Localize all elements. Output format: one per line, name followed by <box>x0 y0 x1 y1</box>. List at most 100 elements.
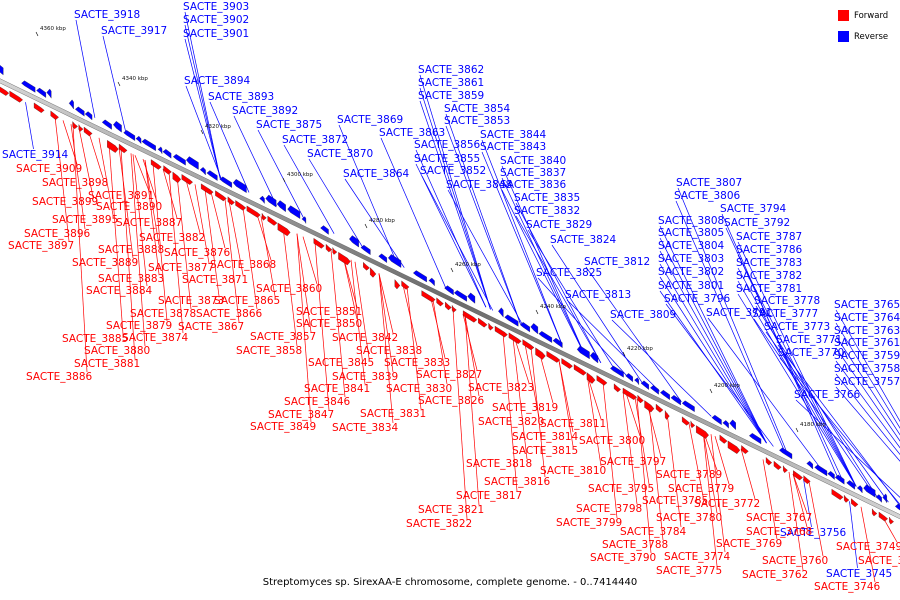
gene-label[interactable]: SACTE_3783 <box>736 257 802 269</box>
gene-label[interactable]: SACTE_3896 <box>24 228 91 240</box>
gene-label[interactable]: SACTE_3862 <box>418 64 484 76</box>
forward-gene-arrow-58[interactable] <box>773 460 782 470</box>
gene-label[interactable]: SACTE_3868 <box>210 259 276 271</box>
gene-label[interactable]: SACTE_3749 <box>836 541 900 553</box>
gene-label[interactable]: SACTE_3873 <box>158 295 224 307</box>
gene-label[interactable]: SACTE_3856 <box>414 139 481 151</box>
gene-label[interactable]: SACTE_3765 <box>834 299 900 311</box>
reverse-gene-arrow-24[interactable] <box>301 216 307 224</box>
gene-label[interactable]: SACTE_3841 <box>304 383 370 395</box>
gene-label[interactable]: SACTE_3903 <box>183 1 249 13</box>
gene-label[interactable]: SACTE_3844 <box>480 129 547 141</box>
reverse-gene-arrow-63[interactable] <box>875 494 882 503</box>
gene-label[interactable]: SACTE_3800 <box>579 435 645 447</box>
gene-label[interactable]: SACTE_3764 <box>834 312 900 324</box>
gene-label[interactable]: SACTE_3848 <box>446 179 512 191</box>
forward-gene-arrow-22[interactable] <box>325 243 333 253</box>
gene-label[interactable]: SACTE_3857 <box>250 331 316 343</box>
gene-label[interactable]: SACTE_3812 <box>584 256 650 268</box>
forward-gene-arrow-9[interactable] <box>150 159 162 170</box>
gene-label[interactable]: SACTE_3817 <box>456 490 522 502</box>
reverse-gene-arrow-49[interactable] <box>670 395 681 406</box>
gene-label[interactable]: SACTE_3899 <box>32 196 98 208</box>
gene-label[interactable]: SACTE_3756 <box>780 527 847 539</box>
reverse-gene-arrow-5[interactable] <box>75 106 85 117</box>
forward-gene-arrow-25[interactable] <box>363 261 370 271</box>
gene-label[interactable]: SACTE_3887 <box>116 217 182 229</box>
reverse-gene-arrow-28[interactable] <box>378 253 387 263</box>
gene-label[interactable]: SACTE_3847 <box>268 409 334 421</box>
gene-label[interactable]: SACTE_3823 <box>468 382 534 394</box>
gene-label[interactable]: SACTE_3762 <box>742 569 808 581</box>
reverse-gene-arrow-40[interactable] <box>552 337 563 349</box>
reverse-gene-arrow-46[interactable] <box>640 380 649 390</box>
gene-label[interactable]: SACTE_3870 <box>307 148 373 160</box>
reverse-gene-arrow-14[interactable] <box>172 154 186 166</box>
reverse-gene-arrow-48[interactable] <box>660 389 670 401</box>
gene-label[interactable]: SACTE_3835 <box>514 192 580 204</box>
forward-gene-arrow-52[interactable] <box>690 420 696 429</box>
forward-gene-arrow-31[interactable] <box>445 301 452 311</box>
forward-gene-arrow-60[interactable] <box>793 470 803 481</box>
reverse-gene-arrow-30[interactable] <box>412 270 427 283</box>
gene-label[interactable]: SACTE_3770 <box>778 347 844 359</box>
reverse-gene-arrow-43[interactable] <box>610 365 624 378</box>
reverse-gene-arrow-17[interactable] <box>206 170 218 181</box>
gene-label[interactable]: SACTE_3918 <box>74 9 140 21</box>
gene-label[interactable]: SACTE_3826 <box>418 395 485 407</box>
gene-label[interactable]: SACTE_3799 <box>556 517 622 529</box>
gene-label[interactable]: SACTE_3745 <box>826 568 892 580</box>
reverse-gene-arrow-57[interactable] <box>814 464 828 477</box>
forward-gene-arrow-62[interactable] <box>831 488 844 500</box>
forward-gene-arrow-7[interactable] <box>107 140 119 153</box>
gene-label[interactable]: SACTE_3784 <box>620 526 687 538</box>
gene-label[interactable]: SACTE_3850 <box>296 318 362 330</box>
gene-label[interactable]: SACTE_3804 <box>658 240 725 252</box>
reverse-gene-arrow-32[interactable] <box>444 285 454 296</box>
gene-label[interactable]: SACTE_3791 <box>706 307 772 319</box>
gene-label[interactable]: SACTE_3866 <box>196 308 263 320</box>
gene-label[interactable]: SACTE_3853 <box>444 115 510 127</box>
gene-label[interactable]: SACTE_3859 <box>418 90 484 102</box>
gene-label[interactable]: SACTE_3837 <box>500 167 566 179</box>
forward-gene-arrow-20[interactable] <box>277 222 291 237</box>
reverse-gene-arrow-64[interactable] <box>882 493 887 504</box>
gene-label[interactable]: SACTE_3794 <box>720 203 787 215</box>
forward-gene-arrow-63[interactable] <box>844 494 850 503</box>
gene-label[interactable]: SACTE_3814 <box>512 431 579 443</box>
reverse-gene-arrow-37[interactable] <box>519 322 530 333</box>
reverse-gene-arrow-10[interactable] <box>135 135 142 145</box>
gene-label[interactable]: SACTE_3894 <box>184 75 251 87</box>
gene-label[interactable]: SACTE_3746 <box>814 581 881 593</box>
reverse-gene-arrow-39[interactable] <box>538 331 553 343</box>
reverse-gene-arrow-8[interactable] <box>113 121 122 133</box>
gene-label[interactable]: SACTE_3802 <box>658 266 724 278</box>
forward-gene-arrow-37[interactable] <box>508 332 522 344</box>
reverse-gene-arrow-15[interactable] <box>186 156 199 170</box>
gene-label[interactable]: SACTE_3892 <box>232 105 298 117</box>
gene-label[interactable]: SACTE_3761 <box>834 337 900 349</box>
gene-label[interactable]: SACTE_3810 <box>540 465 606 477</box>
gene-label[interactable]: SACTE_3827 <box>416 369 482 381</box>
gene-label[interactable]: SACTE_3875 <box>256 119 322 131</box>
reverse-gene-arrow-25[interactable] <box>320 225 329 235</box>
gene-label[interactable]: SACTE_3777 <box>752 308 818 320</box>
gene-label[interactable]: SACTE_3902 <box>183 14 249 26</box>
gene-label[interactable]: SACTE_3821 <box>418 504 484 516</box>
gene-label[interactable]: SACTE_3889 <box>72 257 138 269</box>
reverse-gene-arrow-12[interactable] <box>157 146 163 155</box>
gene-label[interactable]: SACTE_3854 <box>444 103 511 115</box>
forward-gene-arrow-15[interactable] <box>227 196 235 206</box>
gene-label[interactable]: SACTE_3763 <box>834 325 900 337</box>
forward-gene-arrow-10[interactable] <box>163 165 172 175</box>
gene-label[interactable]: SACTE_3879 <box>106 320 172 332</box>
legend-forward[interactable]: Forward <box>838 9 888 22</box>
reverse-gene-arrow-29[interactable] <box>388 254 402 268</box>
reverse-gene-arrow-51[interactable] <box>711 414 722 426</box>
forward-gene-arrow-34[interactable] <box>478 317 488 328</box>
reverse-gene-arrow-23[interactable] <box>287 205 301 219</box>
gene-label[interactable]: SACTE_3757 <box>834 376 900 388</box>
forward-gene-arrow-57[interactable] <box>765 456 773 466</box>
reverse-gene-arrow-18[interactable] <box>219 176 232 188</box>
gene-label[interactable]: SACTE_3815 <box>512 445 578 457</box>
